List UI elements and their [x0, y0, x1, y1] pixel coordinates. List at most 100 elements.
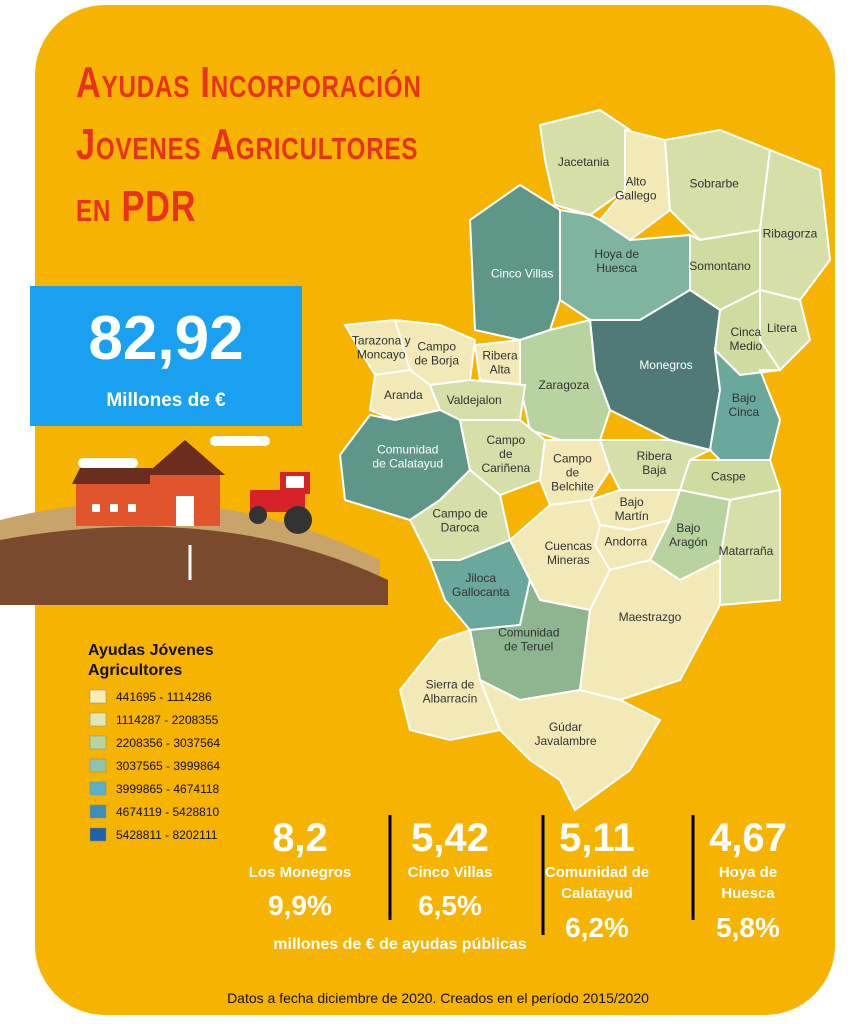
title-line: Jovenes Agricultores: [76, 120, 419, 169]
region-label: Ribera: [482, 349, 518, 363]
legend-swatch: [89, 827, 107, 842]
legend-label: 441695 - 1114286: [116, 690, 212, 704]
legend-label: 2208356 - 3037564: [116, 736, 220, 750]
legend-label: 1114287 - 2208355: [116, 713, 219, 727]
legend-swatch: [89, 758, 107, 773]
region-label: Belchite: [551, 480, 594, 494]
stat-percent: 5,8%: [716, 912, 780, 943]
region-label: Cinca: [730, 325, 761, 339]
region: [759, 148, 832, 302]
region-label: Moncayo: [357, 348, 406, 362]
region-label: Cinco Villas: [491, 267, 553, 281]
stat-name: Cinco Villas: [408, 864, 493, 881]
region-label: de Borja: [414, 353, 459, 367]
footer: Datos a fecha diciembre de 2020. Creados…: [227, 990, 649, 1006]
region-label: de Teruel: [504, 639, 553, 653]
region-label: Baja: [642, 463, 666, 477]
stat-percent: 6,2%: [565, 912, 629, 943]
region-label: Bajo: [620, 495, 644, 509]
region-label: Andorra: [604, 535, 647, 549]
region: [719, 488, 781, 607]
region-label: Medio: [729, 339, 762, 353]
stat-name: Hoya de: [719, 864, 777, 881]
region: [478, 677, 662, 812]
region-label: Gallego: [615, 188, 657, 202]
region-label: de Calatayud: [372, 457, 443, 471]
legend-swatch: [89, 735, 107, 750]
region-label: de: [499, 447, 513, 461]
region: [468, 183, 561, 342]
legend-swatch: [89, 712, 107, 727]
region-label: Valdejalon: [447, 393, 502, 407]
region-label: Aranda: [384, 388, 423, 402]
region-label: Campo: [486, 433, 525, 447]
highlight-box: 82,92 Millones de €: [30, 286, 302, 426]
highlight-label: Millones de €: [106, 390, 226, 411]
region-label: Sobrarbe: [689, 176, 739, 190]
region-label: de: [566, 466, 580, 480]
region-label: Campo de: [432, 507, 488, 521]
legend-title: Ayudas Jóvenes: [88, 642, 214, 659]
region-label: Cinca: [729, 405, 760, 419]
region-label: Monegros: [639, 358, 692, 372]
region-label: Jacetania: [558, 155, 610, 169]
stat-value: 5,42: [411, 816, 489, 860]
legend-swatch: [89, 689, 107, 704]
legend-label: 5428811 - 8202111: [116, 828, 218, 842]
stat-value: 5,11: [559, 816, 635, 860]
stat-name: Los Monegros: [249, 864, 352, 881]
legend-label: 4674119 - 5428810: [116, 805, 220, 819]
region-label: Martín: [615, 509, 649, 523]
stat-value: 8,2: [272, 816, 328, 860]
region-label: Campo: [553, 452, 592, 466]
region-label: Alto: [625, 174, 646, 188]
stat-name: Calatayud: [561, 885, 633, 902]
stat-name: Huesca: [721, 885, 775, 902]
region-label: Caspe: [711, 470, 746, 484]
region-label: Tarazona y: [352, 334, 411, 348]
region-label: Mineras: [547, 553, 590, 567]
title-line: en PDR: [76, 182, 197, 231]
legend-label: 3999865 - 4674118: [116, 782, 220, 796]
region-label: Bajo: [676, 521, 700, 535]
region-label: Jiloca: [465, 571, 496, 585]
region-label: Comunidad: [377, 443, 438, 457]
legend-title: Agricultores: [88, 662, 182, 679]
stat-name: Comunidad de: [545, 864, 649, 881]
region-label: Huesca: [596, 261, 637, 275]
region-label: Alta: [490, 363, 511, 377]
region: [708, 347, 782, 461]
region-label: Gallocanta: [452, 585, 510, 599]
region-label: Maestrazgo: [619, 610, 682, 624]
legend-label: 3037565 - 3999864: [116, 759, 220, 773]
region-label: Campo: [417, 339, 456, 353]
region-label: Ribagorza: [763, 226, 818, 240]
region-label: Sierra de: [426, 677, 475, 691]
stats-note: millones de € de ayudas públicas: [273, 936, 527, 953]
region-label: Somontano: [689, 259, 751, 273]
region-label: Daroca: [441, 521, 480, 535]
region-label: Aragón: [669, 535, 708, 549]
region-label: Bajo: [732, 391, 756, 405]
region-label: Litera: [767, 321, 797, 335]
region-label: Ribera: [637, 449, 673, 463]
title-line: Ayudas Incorporación: [76, 58, 422, 107]
region-label: Albarracín: [423, 691, 478, 705]
region-label: Javalambre: [534, 734, 596, 748]
stat-value: 4,67: [709, 816, 787, 860]
region-label: Gúdar: [549, 720, 582, 734]
region-label: Matarraña: [719, 544, 774, 558]
highlight-value: 82,92: [88, 304, 244, 373]
legend-swatch: [89, 781, 107, 796]
region-label: Comunidad: [498, 625, 559, 639]
region-label: Hoya de: [594, 247, 639, 261]
stat-percent: 6,5%: [418, 890, 482, 921]
farm-illustration: [0, 436, 388, 605]
region-label: Cuencas: [545, 539, 592, 553]
stat-percent: 9,9%: [268, 890, 332, 921]
region: [519, 318, 612, 441]
region: [538, 108, 632, 217]
